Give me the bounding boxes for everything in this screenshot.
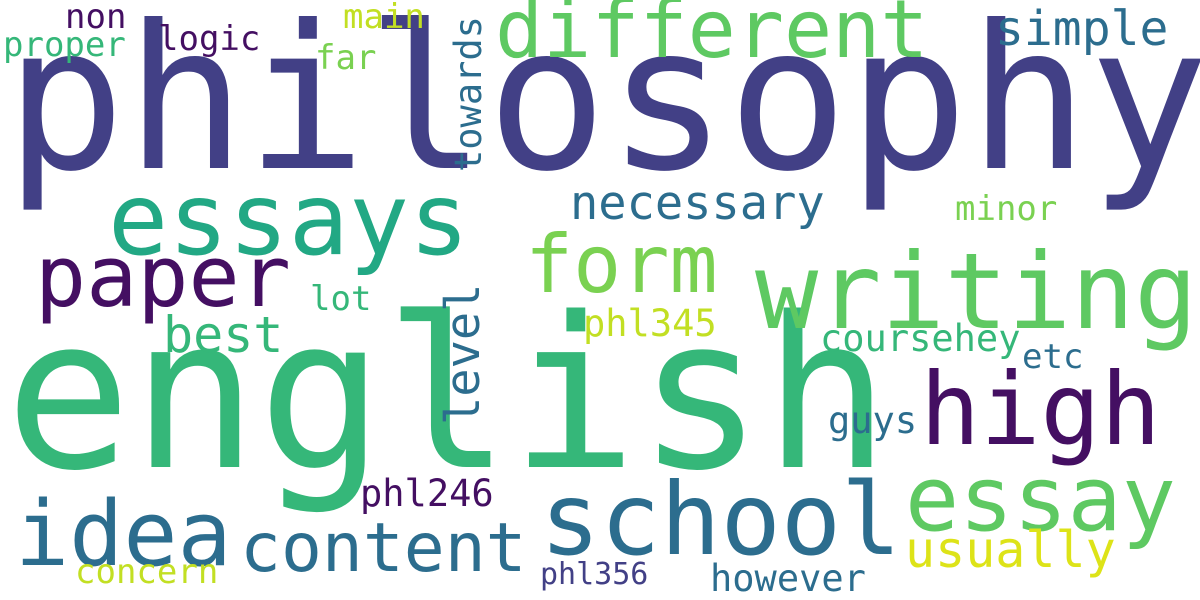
word-best: best [163, 306, 284, 364]
word-towards: towards [447, 16, 490, 172]
word-simple: simple [995, 1, 1169, 57]
word-coursehey: coursehey [820, 317, 1021, 360]
word-english: english [5, 272, 891, 517]
word-phl356: phl356 [540, 557, 649, 592]
word-paper: paper [35, 228, 291, 327]
word-form: form [525, 218, 718, 311]
word-main: main [343, 0, 425, 37]
word-school: school [540, 461, 902, 578]
word-phl345: phl345 [583, 302, 717, 345]
word-idea: idea [15, 482, 232, 587]
word-content: content [240, 509, 527, 588]
word-non: non [65, 0, 127, 37]
word-high: high [920, 351, 1161, 468]
word-far: far [315, 38, 377, 78]
word-writing: writing [755, 231, 1198, 353]
word-different: different [495, 0, 929, 76]
word-philosophy: philosophy [5, 0, 1200, 216]
word-essay: essay [905, 447, 1176, 552]
word-phl246: phl246 [360, 472, 494, 515]
word-however: however [710, 557, 866, 600]
word-lot: lot [310, 279, 372, 319]
word-essays: essays [108, 161, 470, 278]
word-guys: guys [828, 399, 918, 442]
word-necessary: necessary [570, 176, 825, 231]
word-minor: minor [955, 189, 1058, 229]
word-level: level [436, 283, 491, 425]
word-etc: etc [1022, 337, 1084, 377]
word-logic: logic [158, 19, 261, 59]
word-concern: concern [75, 552, 219, 592]
word-usually: usually [905, 521, 1116, 579]
word-proper: proper [3, 25, 126, 65]
